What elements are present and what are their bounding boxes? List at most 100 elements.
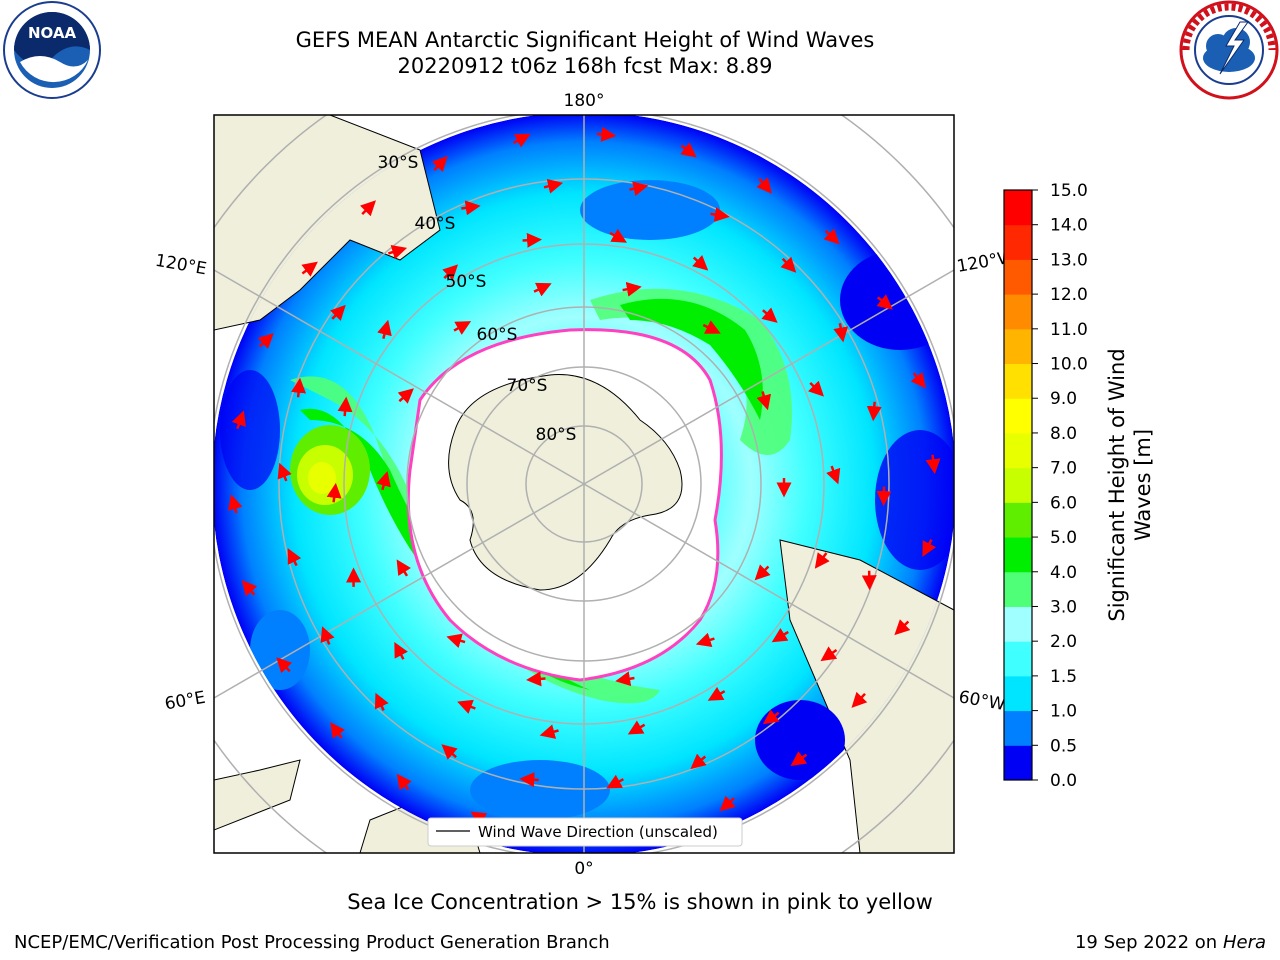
colorbar-tick-label: 3.0	[1050, 597, 1077, 617]
wind-arrow	[287, 548, 302, 567]
lat-label-70s: 70°S	[507, 376, 548, 396]
colorbar-segment	[1004, 606, 1032, 642]
wind-arrow	[702, 320, 721, 334]
colorbar-label-line2: Waves [m]	[1131, 429, 1155, 541]
wind-arrow	[533, 282, 552, 297]
wind-arrow	[231, 410, 246, 430]
wind-arrow	[276, 657, 293, 674]
wind-arrow	[707, 686, 726, 701]
lon-label-60w: 60°W	[957, 687, 1007, 715]
colorbar-segment	[1004, 224, 1032, 260]
footer-date: 19 Sep 2022 on Hera	[1075, 932, 1266, 953]
wind-arrow	[756, 177, 772, 194]
wind-arrow	[606, 774, 624, 789]
colorbar-tick-label: 8.0	[1050, 424, 1077, 444]
wind-arrow	[790, 751, 808, 766]
wind-arrow	[227, 494, 243, 514]
colorbar-segment	[1004, 571, 1032, 607]
wind-arrow	[922, 539, 936, 557]
colorbar-tick-label: 9.0	[1050, 389, 1077, 409]
colorbar-segment	[1004, 641, 1032, 677]
wind-arrow	[446, 633, 466, 648]
wind-arrow	[453, 321, 472, 335]
wind-arrow	[719, 795, 736, 812]
footer-credit: NCEP/EMC/Verification Post Processing Pr…	[14, 932, 610, 953]
wind-arrow	[756, 391, 771, 411]
colorbar-segment	[1004, 294, 1032, 330]
wind-arrow	[394, 641, 408, 660]
wind-arrow	[291, 377, 307, 398]
lat-label-40s: 40°S	[415, 214, 456, 234]
nws-logo	[1179, 0, 1279, 100]
wind-arrow	[330, 722, 346, 739]
wind-arrow	[301, 261, 318, 277]
wind-arrow	[814, 552, 830, 569]
colorbar-segment	[1004, 398, 1032, 434]
wind-arrow	[851, 691, 868, 708]
lat-label-30s: 30°S	[378, 153, 419, 173]
wind-arrow	[526, 671, 546, 687]
wind-arrow	[596, 126, 617, 142]
colorbar-segment	[1004, 432, 1032, 469]
colorbar-segment	[1004, 190, 1032, 226]
sea-ice-caption: Sea Ice Concentration > 15% is shown in …	[347, 890, 933, 914]
colorbar-tick-label: 0.5	[1050, 736, 1077, 756]
map-legend: Wind Wave Direction (unscaled)	[427, 817, 743, 847]
lon-label-60e: 60°E	[163, 688, 207, 715]
wind-arrow	[627, 720, 646, 735]
wind-arrow	[692, 255, 709, 271]
map-frame	[213, 114, 955, 854]
wind-arrow	[539, 724, 559, 739]
wind-arrow	[431, 155, 448, 172]
wind-arrow	[337, 396, 353, 417]
wind-arrow	[629, 181, 649, 197]
wind-arrow	[833, 323, 849, 343]
wind-arrow	[808, 380, 824, 397]
colorbar: 0.0 0.5 1.0 1.5 2.0 3.0 4.0 5.0 6.0 7.0 8.0 9.0 10.0…	[1003, 181, 1088, 791]
chart-title: GEFS MEAN Antarctic Significant Height o…	[295, 28, 875, 52]
lat-label-60s: 60°S	[477, 325, 518, 345]
wind-arrow	[257, 333, 274, 349]
wind-arrows	[227, 126, 941, 841]
wind-arrow	[690, 753, 707, 770]
wind-arrow	[522, 232, 543, 248]
colorbar-segment	[1004, 537, 1032, 573]
lon-label-120e: 120°E	[154, 251, 208, 280]
wind-arrow	[680, 142, 697, 158]
wind-arrow	[695, 632, 715, 648]
wind-arrow	[388, 244, 408, 260]
colorbar-segment	[1004, 259, 1032, 295]
colorbar-segment	[1004, 328, 1032, 365]
footer-host: Hera	[1222, 932, 1266, 953]
noaa-logo-text: NOAA	[28, 24, 77, 42]
wind-arrow	[615, 671, 635, 687]
colorbar-segment	[1004, 467, 1032, 503]
wind-arrow	[512, 133, 531, 148]
wind-arrow	[780, 256, 797, 273]
wind-arrow	[622, 281, 642, 297]
wind-arrow	[396, 773, 412, 791]
colorbar-tick-label: 14.0	[1050, 216, 1088, 236]
wind-arrow	[374, 692, 389, 711]
wind-arrow	[441, 744, 458, 760]
wind-arrow	[710, 207, 730, 222]
wind-arrow	[910, 371, 926, 389]
wind-arrow	[377, 319, 392, 340]
wind-arrow	[866, 401, 882, 422]
lat-label-80s: 80°S	[536, 425, 577, 445]
wind-arrow	[277, 462, 292, 482]
legend-label: Wind Wave Direction (unscaled)	[478, 823, 718, 841]
colorbar-tick-label: 7.0	[1050, 459, 1077, 479]
wind-arrow	[771, 627, 789, 643]
lon-label-0: 0°	[574, 859, 593, 879]
colorbar-tick-label: 11.0	[1050, 320, 1088, 340]
wind-arrow	[820, 646, 838, 662]
wind-arrow	[461, 200, 481, 216]
colorbar-tick-label: 10.0	[1050, 355, 1088, 375]
colorbar-tick-label: 13.0	[1050, 250, 1088, 270]
wind-arrow	[241, 579, 258, 597]
chart-subtitle: 20220912 t06z 168h fcst Max: 8.89	[397, 54, 773, 78]
lat-label-50s: 50°S	[446, 272, 487, 292]
wind-arrow	[397, 388, 414, 404]
